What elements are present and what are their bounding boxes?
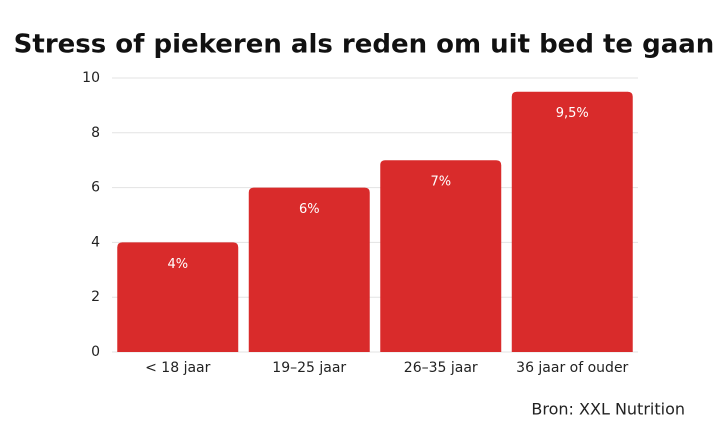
bar xyxy=(248,187,370,352)
bar xyxy=(511,91,633,352)
bar xyxy=(117,242,239,352)
value-label: 6% xyxy=(299,202,320,217)
y-tick-label: 8 xyxy=(91,125,100,141)
value-label: 9,5% xyxy=(556,106,589,121)
x-tick-label: 19–25 jaar xyxy=(272,360,346,376)
y-tick-label: 2 xyxy=(91,289,100,305)
source: Bron: XXL Nutrition xyxy=(531,400,685,419)
chart-title: Stress of piekeren als reden om uit bed … xyxy=(14,30,715,60)
value-label: 4% xyxy=(167,257,188,272)
bar xyxy=(380,160,502,352)
x-tick-label: < 18 jaar xyxy=(145,360,210,376)
x-tick-label: 26–35 jaar xyxy=(404,360,478,376)
value-label: 7% xyxy=(430,175,451,190)
y-tick-label: 10 xyxy=(82,70,100,86)
y-tick-label: 6 xyxy=(91,180,100,196)
y-tick-label: 0 xyxy=(91,344,100,360)
x-tick-label: 36 jaar of ouder xyxy=(516,360,628,376)
y-tick-label: 4 xyxy=(91,234,100,250)
